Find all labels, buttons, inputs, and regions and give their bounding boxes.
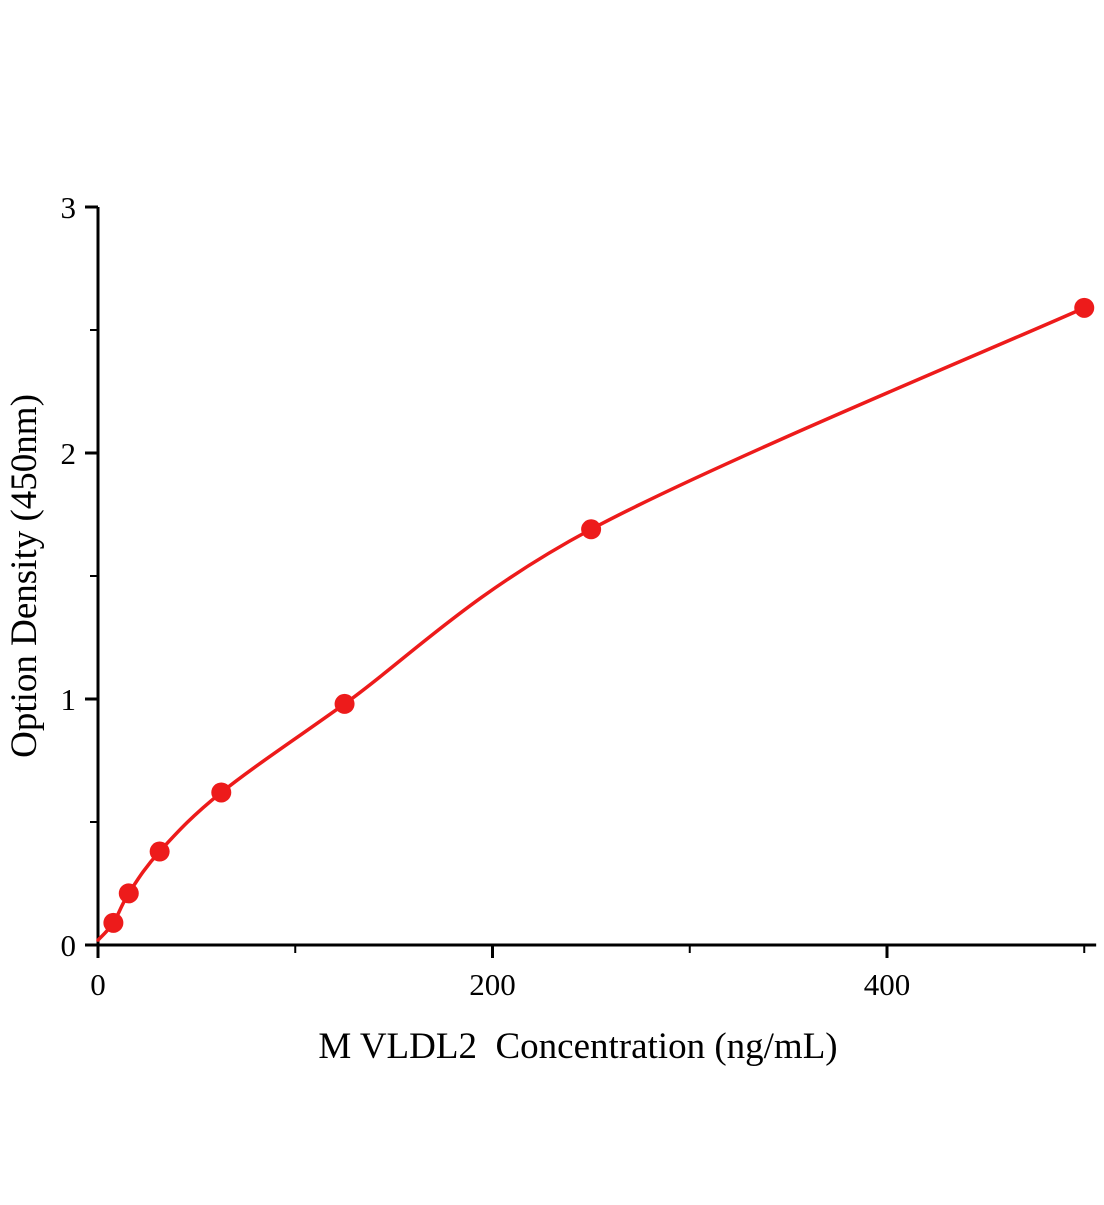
y-tick-label: 3 [61, 190, 77, 225]
y-tick-label: 2 [61, 436, 77, 471]
data-point-marker [1074, 297, 1095, 318]
curve-path [96, 306, 1086, 942]
x-tick-label: 400 [864, 967, 911, 1002]
y-tick-label: 0 [61, 928, 77, 963]
axes [96, 207, 1097, 947]
x-axis-title: M VLDL2 Concentration (ng/mL) [318, 1026, 837, 1067]
data-point-marker [103, 912, 124, 933]
data-points [103, 297, 1095, 933]
tick-marks [85, 205, 1086, 958]
data-point-marker [334, 693, 355, 714]
tick-labels: 0 200 400 0 1 2 3 [61, 190, 911, 1002]
data-point-marker [211, 782, 232, 803]
data-point-marker [581, 519, 602, 540]
fit-curve [96, 306, 1086, 942]
data-point-marker [118, 883, 139, 904]
x-tick-label: 200 [469, 967, 516, 1002]
x-tick-label: 0 [90, 967, 106, 1002]
y-tick-label: 1 [61, 682, 77, 717]
y-axis-title: Option Density (450nm) [4, 394, 45, 758]
data-point-marker [149, 841, 170, 862]
